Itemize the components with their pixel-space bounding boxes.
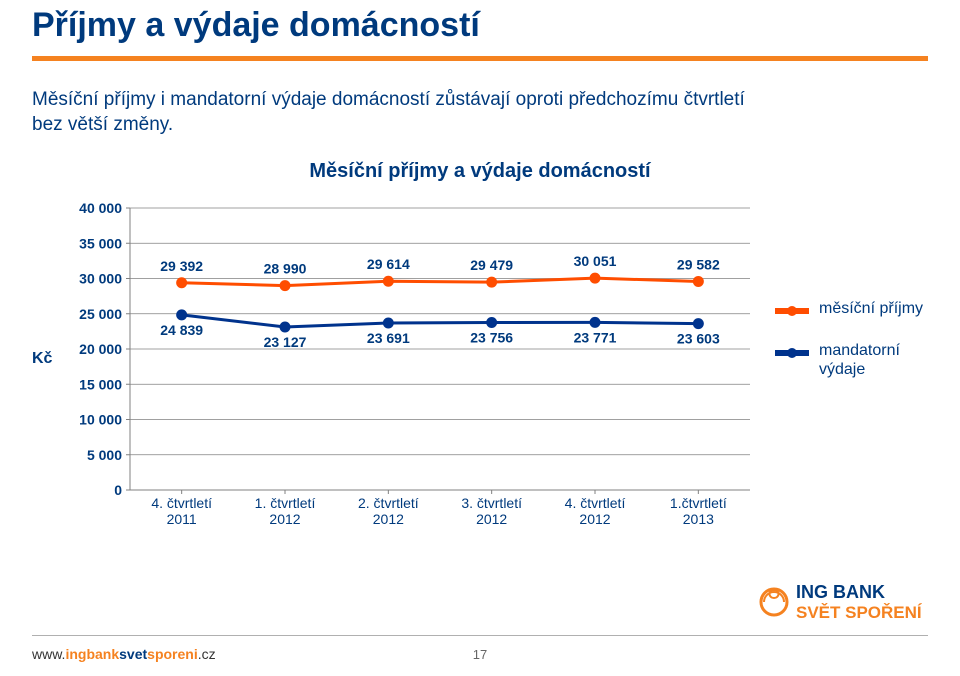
logo-bottom-text: SVĚT SPOŘENÍ [796, 603, 923, 622]
footer-url: www.ingbanksvetsporeni.cz [32, 646, 216, 662]
svg-text:23 127: 23 127 [264, 334, 307, 350]
svg-text:35 000: 35 000 [79, 235, 122, 251]
chart-legend: měsíční příjmy mandatorní výdaje [775, 300, 945, 403]
svg-text:2012: 2012 [476, 511, 507, 527]
svg-text:23 691: 23 691 [367, 330, 410, 346]
footer-rule [32, 635, 928, 636]
chart-title: Měsíční příjmy a výdaje domácností [0, 160, 960, 183]
line-chart: 0 5 000 10 000 15 000 20 000 25 000 30 000 35 0… [60, 200, 760, 540]
svg-text:23 771: 23 771 [574, 329, 617, 345]
svg-text:10 000: 10 000 [79, 412, 122, 428]
legend-item: mandatorní výdaje [775, 342, 945, 379]
svg-text:28 990: 28 990 [264, 261, 307, 277]
legend-item: měsíční příjmy [775, 300, 945, 318]
svg-text:29 614: 29 614 [367, 256, 410, 272]
svg-text:24 839: 24 839 [160, 322, 203, 338]
url-suffix1: svet [119, 646, 147, 662]
svg-text:30 000: 30 000 [79, 271, 122, 287]
url-prefix: www. [32, 646, 65, 662]
svg-text:1.čtvrtletí: 1.čtvrtletí [670, 495, 727, 511]
url-tld: .cz [198, 646, 216, 662]
svg-text:1. čtvrtletí: 1. čtvrtletí [255, 495, 316, 511]
y-axis-unit: Kč [32, 350, 52, 368]
svg-text:3. čtvrtletí: 3. čtvrtletí [461, 495, 522, 511]
legend-swatch [775, 350, 809, 356]
url-suffix2: sporeni [147, 646, 198, 662]
svg-text:23 603: 23 603 [677, 331, 720, 347]
svg-text:4. čtvrtletí: 4. čtvrtletí [565, 495, 626, 511]
svg-text:40 000: 40 000 [79, 200, 122, 216]
page-title: Příjmy a výdaje domácností [32, 6, 480, 45]
page-number: 17 [473, 647, 487, 662]
svg-text:2013: 2013 [683, 511, 714, 527]
svg-text:2012: 2012 [373, 511, 404, 527]
legend-label: mandatorní výdaje [819, 342, 945, 379]
title-underline [32, 56, 928, 61]
svg-text:2011: 2011 [167, 511, 197, 527]
svg-text:15 000: 15 000 [79, 376, 122, 392]
svg-text:23 756: 23 756 [470, 330, 513, 346]
svg-text:29 582: 29 582 [677, 256, 720, 272]
svg-text:2012: 2012 [579, 511, 610, 527]
ing-bank-logo: ING BANK SVĚT SPOŘENÍ [758, 578, 928, 626]
svg-text:29 479: 29 479 [470, 257, 513, 273]
legend-label: měsíční příjmy [819, 300, 923, 318]
svg-text:29 392: 29 392 [160, 258, 203, 274]
legend-swatch [775, 308, 809, 314]
svg-text:0: 0 [114, 482, 122, 498]
svg-text:20 000: 20 000 [79, 341, 122, 357]
svg-text:2. čtvrtletí: 2. čtvrtletí [358, 495, 419, 511]
intro-text: Měsíční příjmy i mandatorní výdaje domác… [32, 88, 752, 137]
svg-text:4. čtvrtletí: 4. čtvrtletí [151, 495, 212, 511]
url-mid: ingbank [65, 646, 119, 662]
svg-text:2012: 2012 [269, 511, 300, 527]
chart-svg: 0 5 000 10 000 15 000 20 000 25 000 30 000 35 0… [60, 200, 760, 540]
svg-text:25 000: 25 000 [79, 306, 122, 322]
svg-text:5 000: 5 000 [87, 447, 122, 463]
logo-top-text: ING BANK [796, 582, 885, 602]
svg-text:30 051: 30 051 [574, 253, 617, 269]
